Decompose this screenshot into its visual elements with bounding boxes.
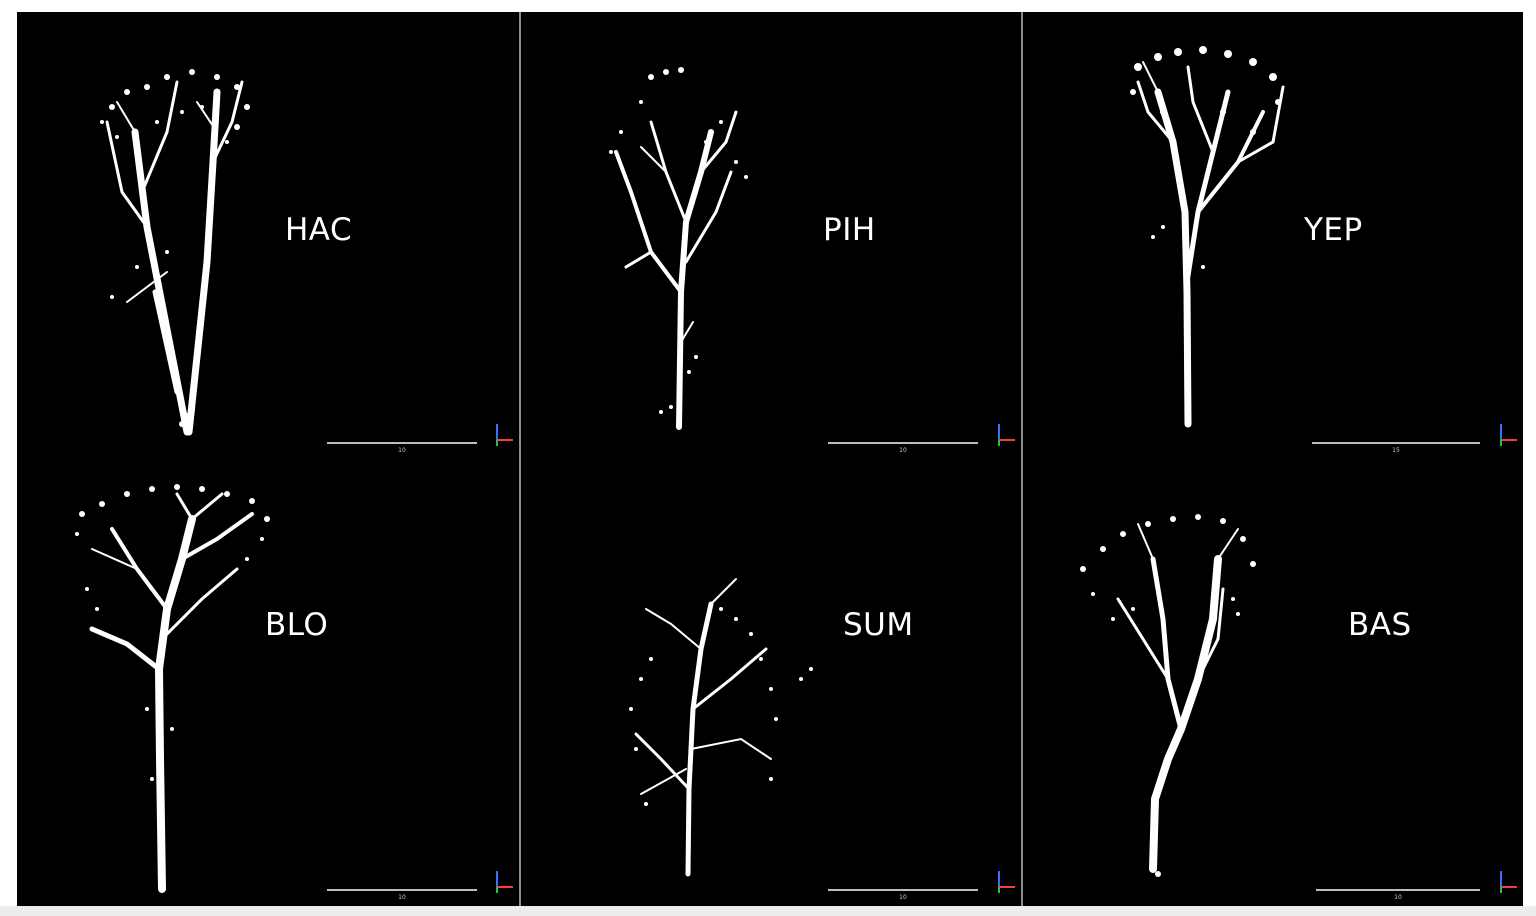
axis-gizmo-icon [496, 424, 513, 446]
panel-label-yep: YEP [1304, 212, 1363, 248]
tree-hac-point-cloud [100, 69, 250, 436]
tree-sum-point-cloud [629, 578, 813, 877]
scale-bar [828, 889, 978, 891]
panel-blo: BLO 10 [17, 459, 519, 906]
tree-point-cloud-grid: HAC 10 [17, 12, 1523, 906]
axis-gizmo-icon [496, 871, 513, 893]
panel-divider [1021, 12, 1023, 906]
scale-bar [1312, 442, 1480, 444]
tree-blo-point-cloud [75, 484, 270, 893]
panel-sum: SUM 10 [521, 459, 1021, 906]
scale-bar-value: 10 [398, 447, 406, 454]
tree-yep-point-cloud [1130, 46, 1285, 428]
scale-bar-value: 10 [899, 447, 907, 454]
scale-bar-value: 10 [398, 894, 406, 901]
axis-gizmo-icon [1500, 424, 1517, 446]
scale-bar-value: 10 [1394, 894, 1402, 901]
panel-yep: YEP 15 [1023, 12, 1523, 459]
panel-label-pih: PIH [823, 212, 876, 248]
axis-gizmo-icon [1500, 871, 1517, 893]
panel-label-hac: HAC [285, 212, 353, 248]
axis-gizmo-icon [998, 424, 1015, 446]
scale-bar-value: 10 [899, 894, 907, 901]
panel-bas: BAS 10 [1023, 459, 1523, 906]
tree-pih-point-cloud [609, 67, 748, 430]
panel-divider [519, 12, 521, 906]
scale-bar [1316, 889, 1480, 891]
panel-label-blo: BLO [265, 607, 329, 643]
scale-bar-value: 15 [1392, 447, 1400, 454]
scale-bar [327, 889, 477, 891]
panel-pih: PIH 10 [521, 12, 1021, 459]
tree-bas-point-cloud [1080, 514, 1256, 877]
bottom-strip [0, 906, 1536, 916]
panel-hac: HAC 10 [17, 12, 519, 459]
panel-label-sum: SUM [843, 607, 914, 643]
scale-bar [828, 442, 978, 444]
page-margin [1523, 0, 1536, 916]
scale-bar [327, 442, 477, 444]
panel-label-bas: BAS [1348, 607, 1412, 643]
axis-gizmo-icon [998, 871, 1015, 893]
